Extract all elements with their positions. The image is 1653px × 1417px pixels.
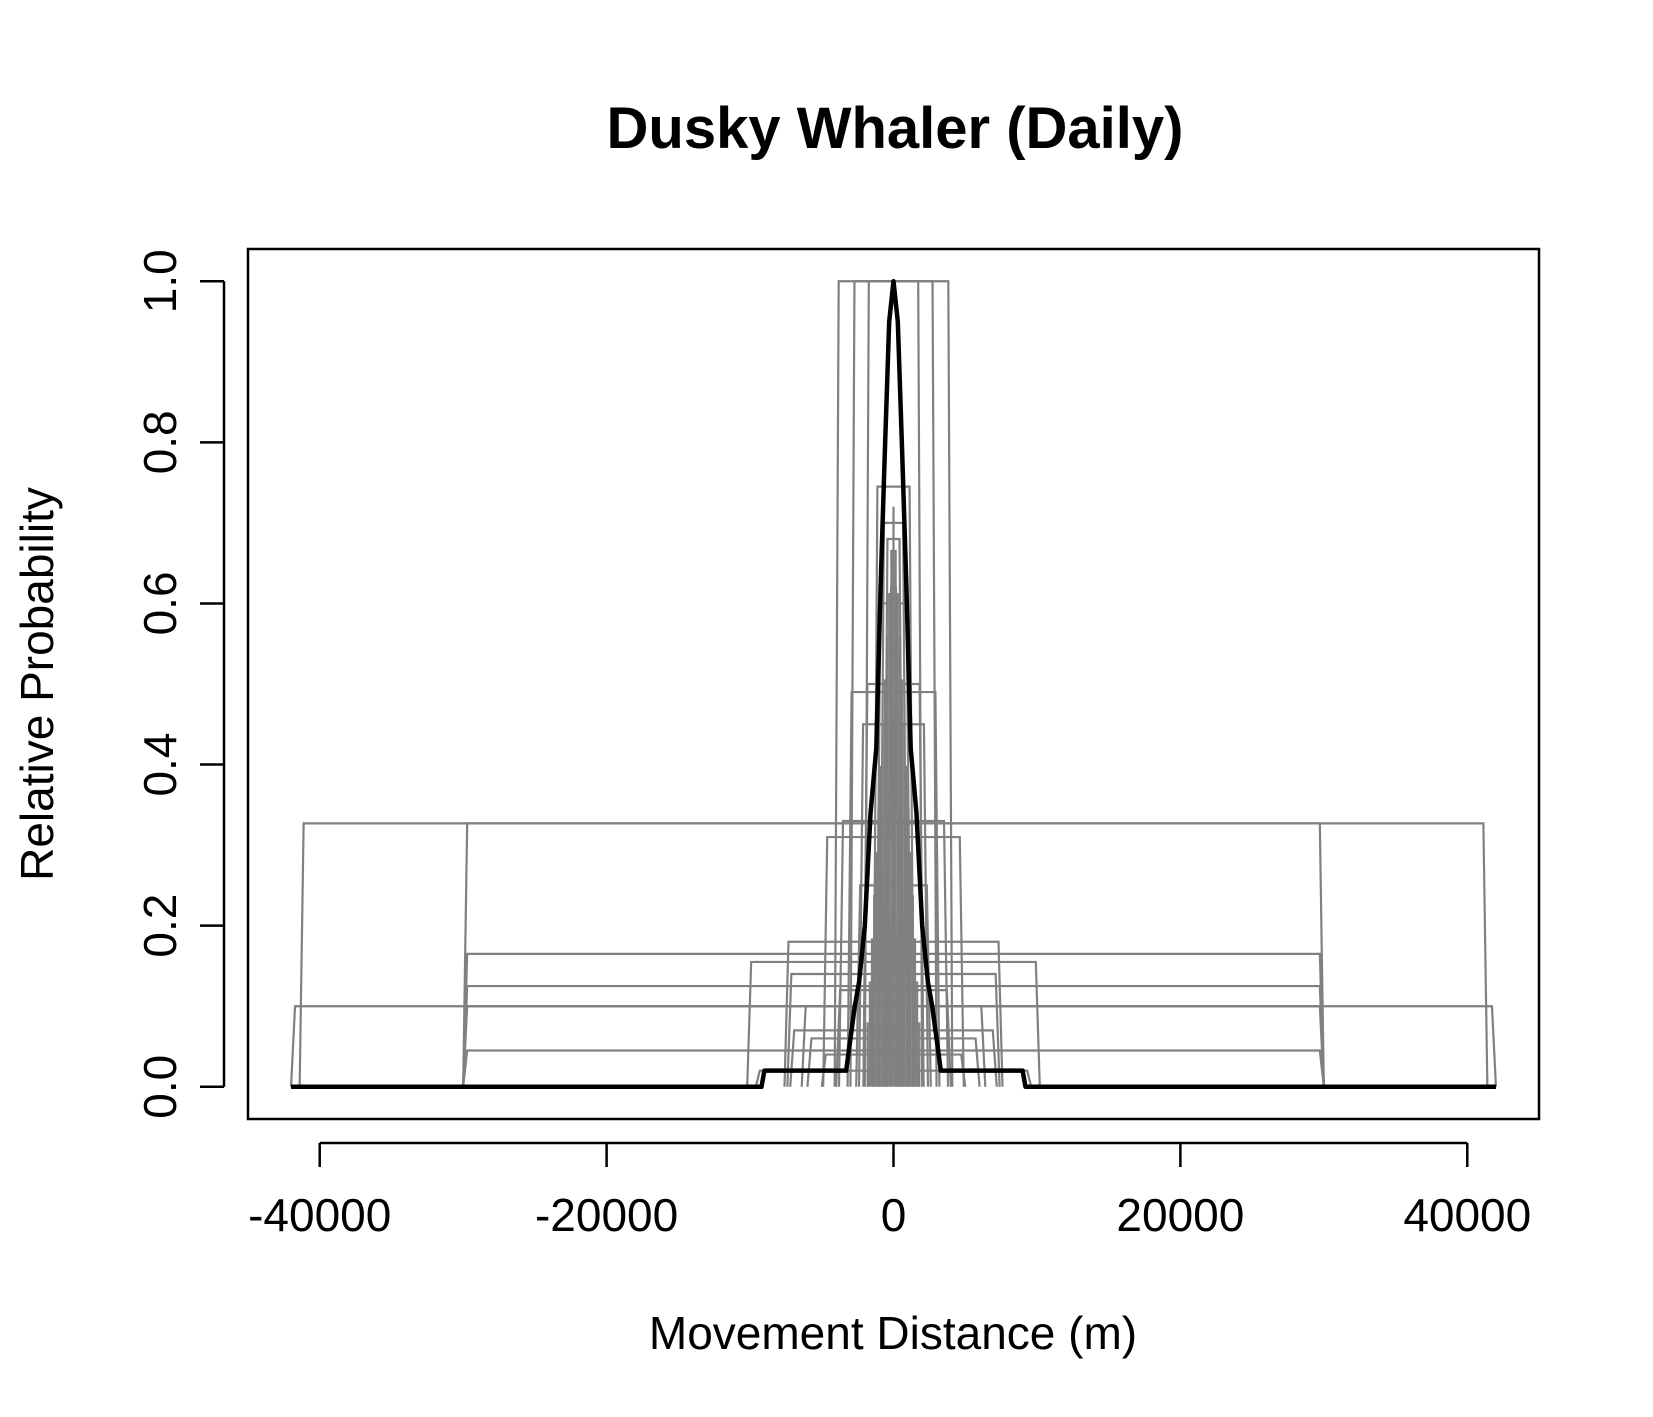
mean-kernel-line bbox=[291, 278, 1496, 1090]
x-axis-label: Movement Distance (m) bbox=[649, 1307, 1137, 1359]
y-tick-label: 1.0 bbox=[134, 249, 186, 313]
x-tick-label: 40000 bbox=[1403, 1189, 1531, 1241]
plot-frame bbox=[246, 247, 1541, 1121]
individual-kernel-line bbox=[872, 485, 915, 1087]
y-tick-label: 0.6 bbox=[134, 571, 186, 635]
y-tick-label: 0.4 bbox=[134, 733, 186, 797]
y-tick-label: 0.0 bbox=[134, 1055, 186, 1119]
plot-lines bbox=[289, 278, 1498, 1090]
x-axis: -40000 -20000 0 20000 40000 bbox=[248, 1141, 1531, 1241]
y-tick-label: 0.2 bbox=[134, 894, 186, 958]
x-tick-label: 20000 bbox=[1116, 1189, 1244, 1241]
x-tick-label: -20000 bbox=[535, 1189, 678, 1241]
y-axis: 0.0 0.2 0.4 0.6 0.8 1.0 bbox=[134, 249, 226, 1119]
x-tick-label: -40000 bbox=[248, 1189, 391, 1241]
x-tick-label: 0 bbox=[881, 1189, 907, 1241]
y-tick-label: 0.8 bbox=[134, 410, 186, 474]
y-axis-label: Relative Probability bbox=[11, 487, 63, 881]
chart-title: Dusky Whaler (Daily) bbox=[607, 96, 1184, 161]
